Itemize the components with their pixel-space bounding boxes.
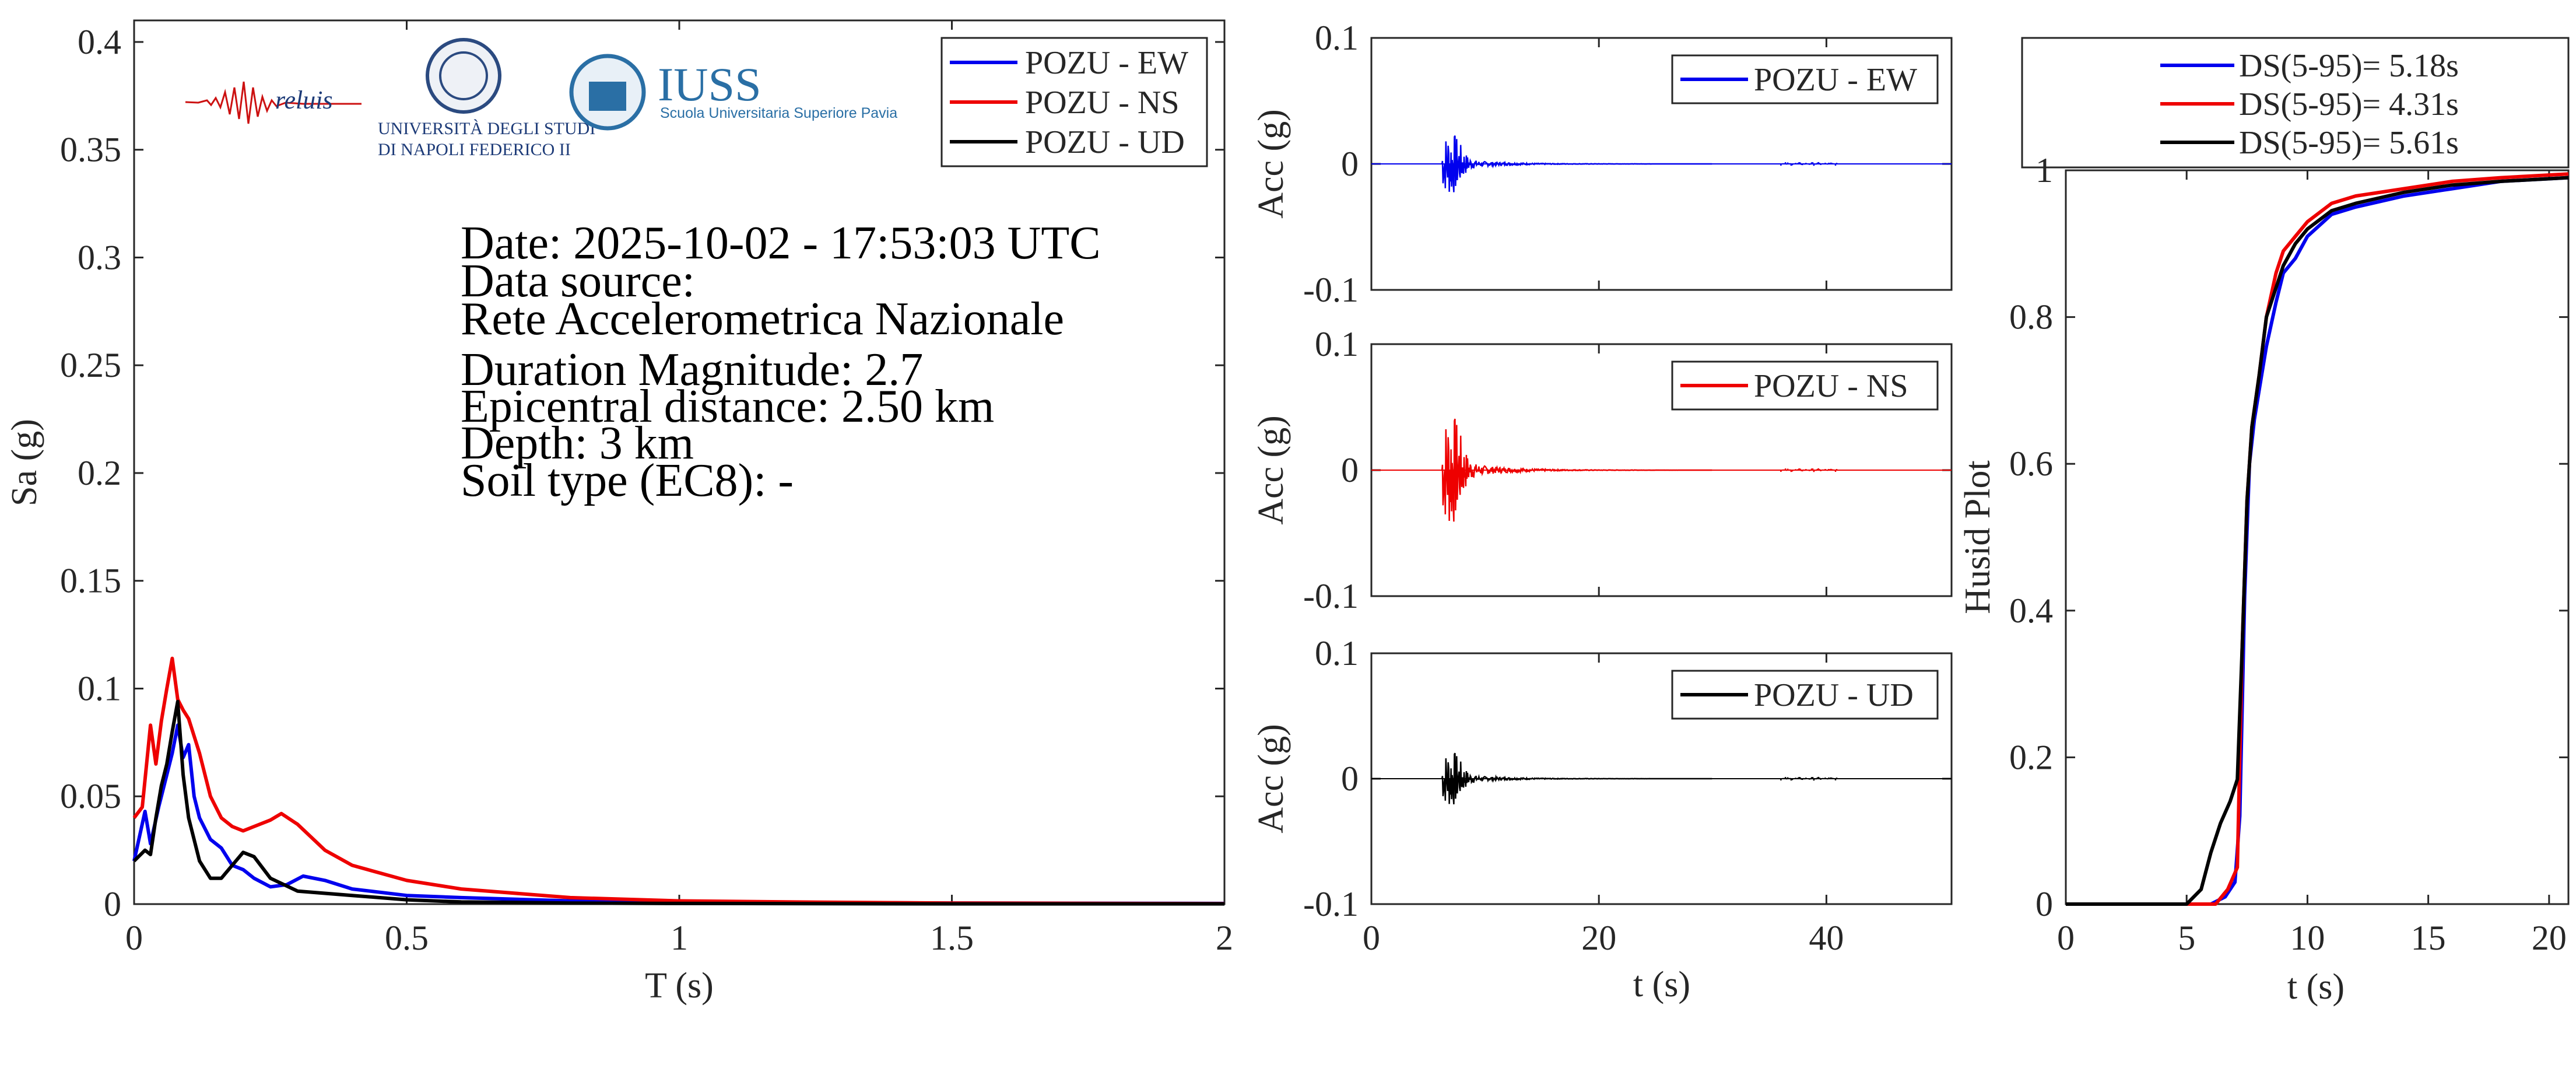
acc-ud-series-line bbox=[1441, 752, 1838, 804]
husid-series-line bbox=[2066, 176, 2569, 906]
acc-ew-ylabel: Acc (g) bbox=[1251, 109, 1291, 219]
husid-xtick-label: 15 bbox=[2411, 919, 2446, 957]
husid-ytick-label: 0.2 bbox=[2009, 738, 2053, 776]
acc-ew-ytick-label: 0 bbox=[1341, 145, 1359, 183]
spectrum-ytick-label: 0.25 bbox=[60, 346, 121, 384]
acc-ns-ylabel: Acc (g) bbox=[1251, 415, 1291, 525]
spectrum-legend-label: POZU - NS bbox=[1025, 85, 1179, 121]
spectrum-ytick-label: 0.4 bbox=[78, 23, 121, 61]
spectrum-xtick-label: 0 bbox=[125, 919, 143, 957]
spectrum-ylabel: Sa (g) bbox=[5, 419, 44, 506]
acc-ud-ytick-label: -0.1 bbox=[1303, 885, 1359, 923]
husid-ylabel: Husid Plot bbox=[1958, 460, 1998, 614]
spectrum-xtick-label: 1.5 bbox=[930, 919, 974, 957]
acc-ud-legend-label: POZU - UD bbox=[1754, 677, 1914, 713]
husid-axes bbox=[2065, 169, 2570, 905]
husid-legend-box bbox=[2021, 37, 2570, 169]
reluis-logo: reluis bbox=[185, 81, 362, 124]
acc-ns-series-line bbox=[1441, 418, 1838, 522]
acc-ns-legend-label: POZU - NS bbox=[1754, 368, 1908, 404]
spectrum-xtick-label: 1 bbox=[671, 919, 688, 957]
husid-xtick-label: 0 bbox=[2057, 919, 2075, 957]
reluis-text: reluis bbox=[275, 86, 333, 114]
acc-ud-xtick-label: 0 bbox=[1363, 919, 1380, 957]
acc-ns-ytick-label: 0 bbox=[1341, 451, 1359, 489]
acc-ud-ytick-label: 0 bbox=[1341, 759, 1359, 798]
info-magnitude: Duration Magnitude: 2.7 bbox=[461, 344, 923, 395]
husid-ytick-label: 0.8 bbox=[2009, 298, 2053, 337]
info-source-label: Data source: bbox=[461, 255, 695, 307]
info-depth: Depth: 3 km bbox=[461, 418, 694, 469]
spectrum-xlabel: T (s) bbox=[645, 966, 714, 1006]
iuss-subtitle: Scuola Universitaria Superiore Pavia bbox=[660, 105, 897, 121]
unina-logo: UNIVERSITÀ DEGLI STUDI DI NAPOLI FEDERIC… bbox=[378, 38, 595, 159]
acc-ew-ytick-label: 0.1 bbox=[1315, 19, 1359, 57]
unina-seal-inner bbox=[439, 51, 488, 100]
spectrum-ytick-label: 0.35 bbox=[60, 131, 121, 169]
seismogram-icon bbox=[185, 81, 362, 124]
spectrum-series-line bbox=[132, 656, 1225, 906]
husid-ytick-label: 0.6 bbox=[2009, 444, 2053, 483]
spectrum-xtick-label: 2 bbox=[1216, 919, 1233, 957]
spectrum-legend-label: POZU - UD bbox=[1025, 124, 1185, 160]
acc-ud-xtick-label: 20 bbox=[1581, 919, 1616, 957]
acc-ud-ylabel: Acc (g) bbox=[1251, 724, 1291, 834]
acc-ud-legend: POZU - UD bbox=[1671, 670, 1939, 720]
spectrum-ytick-label: 0.05 bbox=[60, 777, 121, 815]
iuss-logo: IUSS Scuola Universitaria Superiore Pavi… bbox=[569, 54, 897, 131]
spectrum-ytick-label: 0.2 bbox=[78, 454, 121, 492]
spectrum-series-line bbox=[132, 699, 1224, 906]
unina-line2: DI NAPOLI FEDERICO II bbox=[378, 140, 571, 159]
acc-ud-xlabel: t (s) bbox=[1633, 965, 1690, 1004]
husid-xtick-label: 5 bbox=[2178, 919, 2195, 957]
info-soil: Soil type (EC8): - bbox=[461, 455, 794, 506]
husid-legend-label: DS(5-95)= 5.18s bbox=[2239, 48, 2459, 84]
husid-ytick-label: 1 bbox=[2035, 151, 2053, 190]
info-source: Rete Accelerometrica Nazionale bbox=[461, 293, 1064, 345]
acc-ew-legend-label: POZU - EW bbox=[1754, 62, 1917, 98]
info-distance: Epicentral distance: 2.50 km bbox=[461, 381, 994, 432]
acc-ew-legend: POZU - EW bbox=[1671, 54, 1939, 104]
info-date: Date: 2025-10-02 - 17:53:03 UTC bbox=[461, 218, 1101, 269]
iuss-emblem-building bbox=[589, 82, 626, 111]
spectrum-ytick-label: 0 bbox=[104, 885, 121, 923]
spectrum-ytick-label: 0.1 bbox=[78, 669, 121, 708]
acc-ew-series-line bbox=[1441, 135, 1838, 192]
spectrum-xtick-label: 0.5 bbox=[385, 919, 429, 957]
husid-series-line bbox=[2066, 172, 2569, 906]
unina-line1: UNIVERSITÀ DEGLI STUDI bbox=[378, 119, 595, 138]
acc-ud-xtick-label: 40 bbox=[1809, 919, 1844, 957]
husid-xtick-label: 10 bbox=[2290, 919, 2325, 957]
iuss-text: IUSS bbox=[658, 58, 761, 111]
acc-ns-ytick-label: -0.1 bbox=[1303, 577, 1359, 615]
husid-legend-label: DS(5-95)= 4.31s bbox=[2239, 86, 2459, 122]
spectrum-legend-label: POZU - EW bbox=[1025, 45, 1188, 81]
husid-xlabel: t (s) bbox=[2287, 967, 2345, 1007]
husid-ytick-label: 0.4 bbox=[2009, 591, 2053, 630]
acc-ew-ytick-label: -0.1 bbox=[1303, 271, 1359, 309]
spectrum-ytick-label: 0.3 bbox=[78, 238, 121, 276]
acc-ud-ytick-label: 0.1 bbox=[1315, 634, 1359, 673]
husid-ytick-label: 0 bbox=[2035, 885, 2053, 923]
chart-marks: 00.050.10.150.20.250.30.350.40 0.5 1 1.5 2PO… bbox=[60, 19, 2569, 957]
spectrum-ytick-label: 0.15 bbox=[60, 562, 121, 600]
acc-ns-ytick-label: 0.1 bbox=[1315, 325, 1359, 363]
acc-ns-legend: POZU - NS bbox=[1671, 360, 1939, 411]
husid-xtick-label: 20 bbox=[2532, 919, 2567, 957]
event-info: Date: 2025-10-02 - 17:53:03 UTC Data sou… bbox=[461, 218, 1101, 506]
spectrum-axes bbox=[133, 19, 1226, 905]
unina-seal-icon bbox=[426, 38, 501, 114]
husid-legend-label: DS(5-95)= 5.61s bbox=[2239, 125, 2459, 161]
